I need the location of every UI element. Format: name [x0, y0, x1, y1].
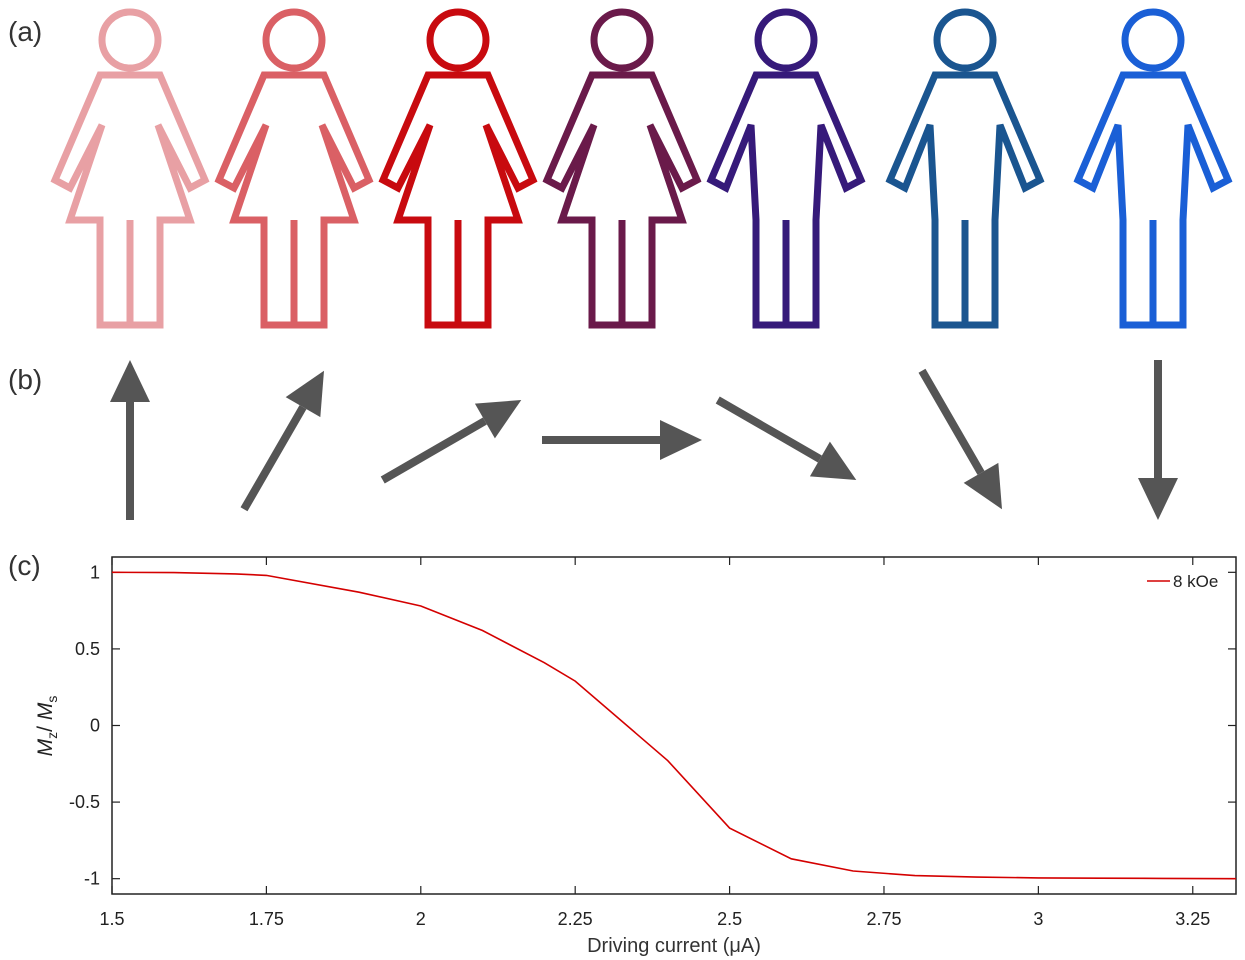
magnetization-arrows-row — [110, 360, 1178, 520]
person-head — [98, 8, 162, 72]
person-head — [754, 8, 818, 72]
y-axis-ticks: 1 0.5 0 -0.5 -1 — [69, 562, 1236, 889]
series-line-8koe — [111, 571, 1237, 880]
magnetization-arrow — [1138, 360, 1178, 520]
person-male-icon — [1073, 8, 1233, 329]
magnetization-arrow — [715, 396, 857, 480]
person-head — [933, 8, 997, 72]
plot-frame — [111, 556, 1237, 895]
magnetization-arrow — [542, 420, 702, 460]
x-axis-label: Driving current (μA) — [587, 935, 761, 957]
y-tick-label: -0.5 — [69, 792, 100, 812]
x-tick-label: 1.5 — [99, 909, 124, 929]
x-tick-label: 2.5 — [717, 909, 742, 929]
arrow-head — [809, 441, 857, 480]
arrow-head — [474, 400, 522, 439]
panel-label-c: (c) — [8, 550, 41, 581]
magnetization-arrow — [240, 370, 324, 512]
person-head — [426, 8, 490, 72]
person-female-icon — [542, 8, 702, 329]
person-female-icon — [50, 8, 210, 329]
x-tick-label: 3.25 — [1175, 909, 1210, 929]
person-head — [590, 8, 654, 72]
arrow-shaft — [240, 405, 307, 512]
y-label-sep: / — [34, 720, 57, 732]
panel-label-b: (b) — [8, 364, 43, 395]
legend: 8 kOe — [1147, 572, 1218, 591]
y-label-sub2: s — [44, 696, 60, 703]
arrow-shaft — [918, 368, 985, 475]
arrow-head — [963, 462, 1002, 510]
x-tick-label: 2 — [416, 909, 426, 929]
arrow-head — [660, 420, 702, 460]
y-label-m1: M — [34, 738, 57, 756]
arrow-head — [1138, 478, 1178, 520]
arrow-head — [110, 360, 150, 402]
panel-label-a: (a) — [8, 16, 43, 47]
magnetization-arrow — [380, 400, 522, 484]
y-label-m2: M — [34, 702, 57, 720]
x-tick-label: 2.25 — [558, 909, 593, 929]
person-head — [1121, 8, 1185, 72]
person-head — [262, 8, 326, 72]
y-tick-label: -1 — [84, 869, 100, 889]
person-male-icon — [885, 8, 1045, 329]
arrow-shaft — [380, 417, 487, 484]
magnetization-arrow — [110, 360, 150, 520]
y-tick-label: 1 — [90, 562, 100, 582]
y-tick-label: 0 — [90, 716, 100, 736]
x-tick-label: 2.75 — [866, 909, 901, 929]
arrow-head — [285, 370, 324, 418]
person-male-icon — [706, 8, 866, 329]
arrow-shaft — [715, 396, 822, 463]
x-axis-ticks: 1.5 1.75 2 2.25 2.5 2.75 3 3.25 — [99, 557, 1210, 929]
y-axis-label: Mz/ Ms — [34, 696, 60, 757]
person-female-icon — [378, 8, 538, 329]
person-female-icon — [214, 8, 374, 329]
x-tick-label: 1.75 — [249, 909, 284, 929]
x-tick-label: 3 — [1033, 909, 1043, 929]
legend-label: 8 kOe — [1173, 572, 1218, 591]
y-label-sub1: z — [44, 732, 60, 739]
y-tick-label: 0.5 — [75, 639, 100, 659]
magnetization-arrow — [918, 368, 1002, 510]
magnetization-chart: 1.5 1.75 2 2.25 2.5 2.75 3 3.25 1 0.5 0 -0.5 -1 8 k… — [34, 556, 1237, 957]
people-icons-row — [50, 8, 1233, 329]
